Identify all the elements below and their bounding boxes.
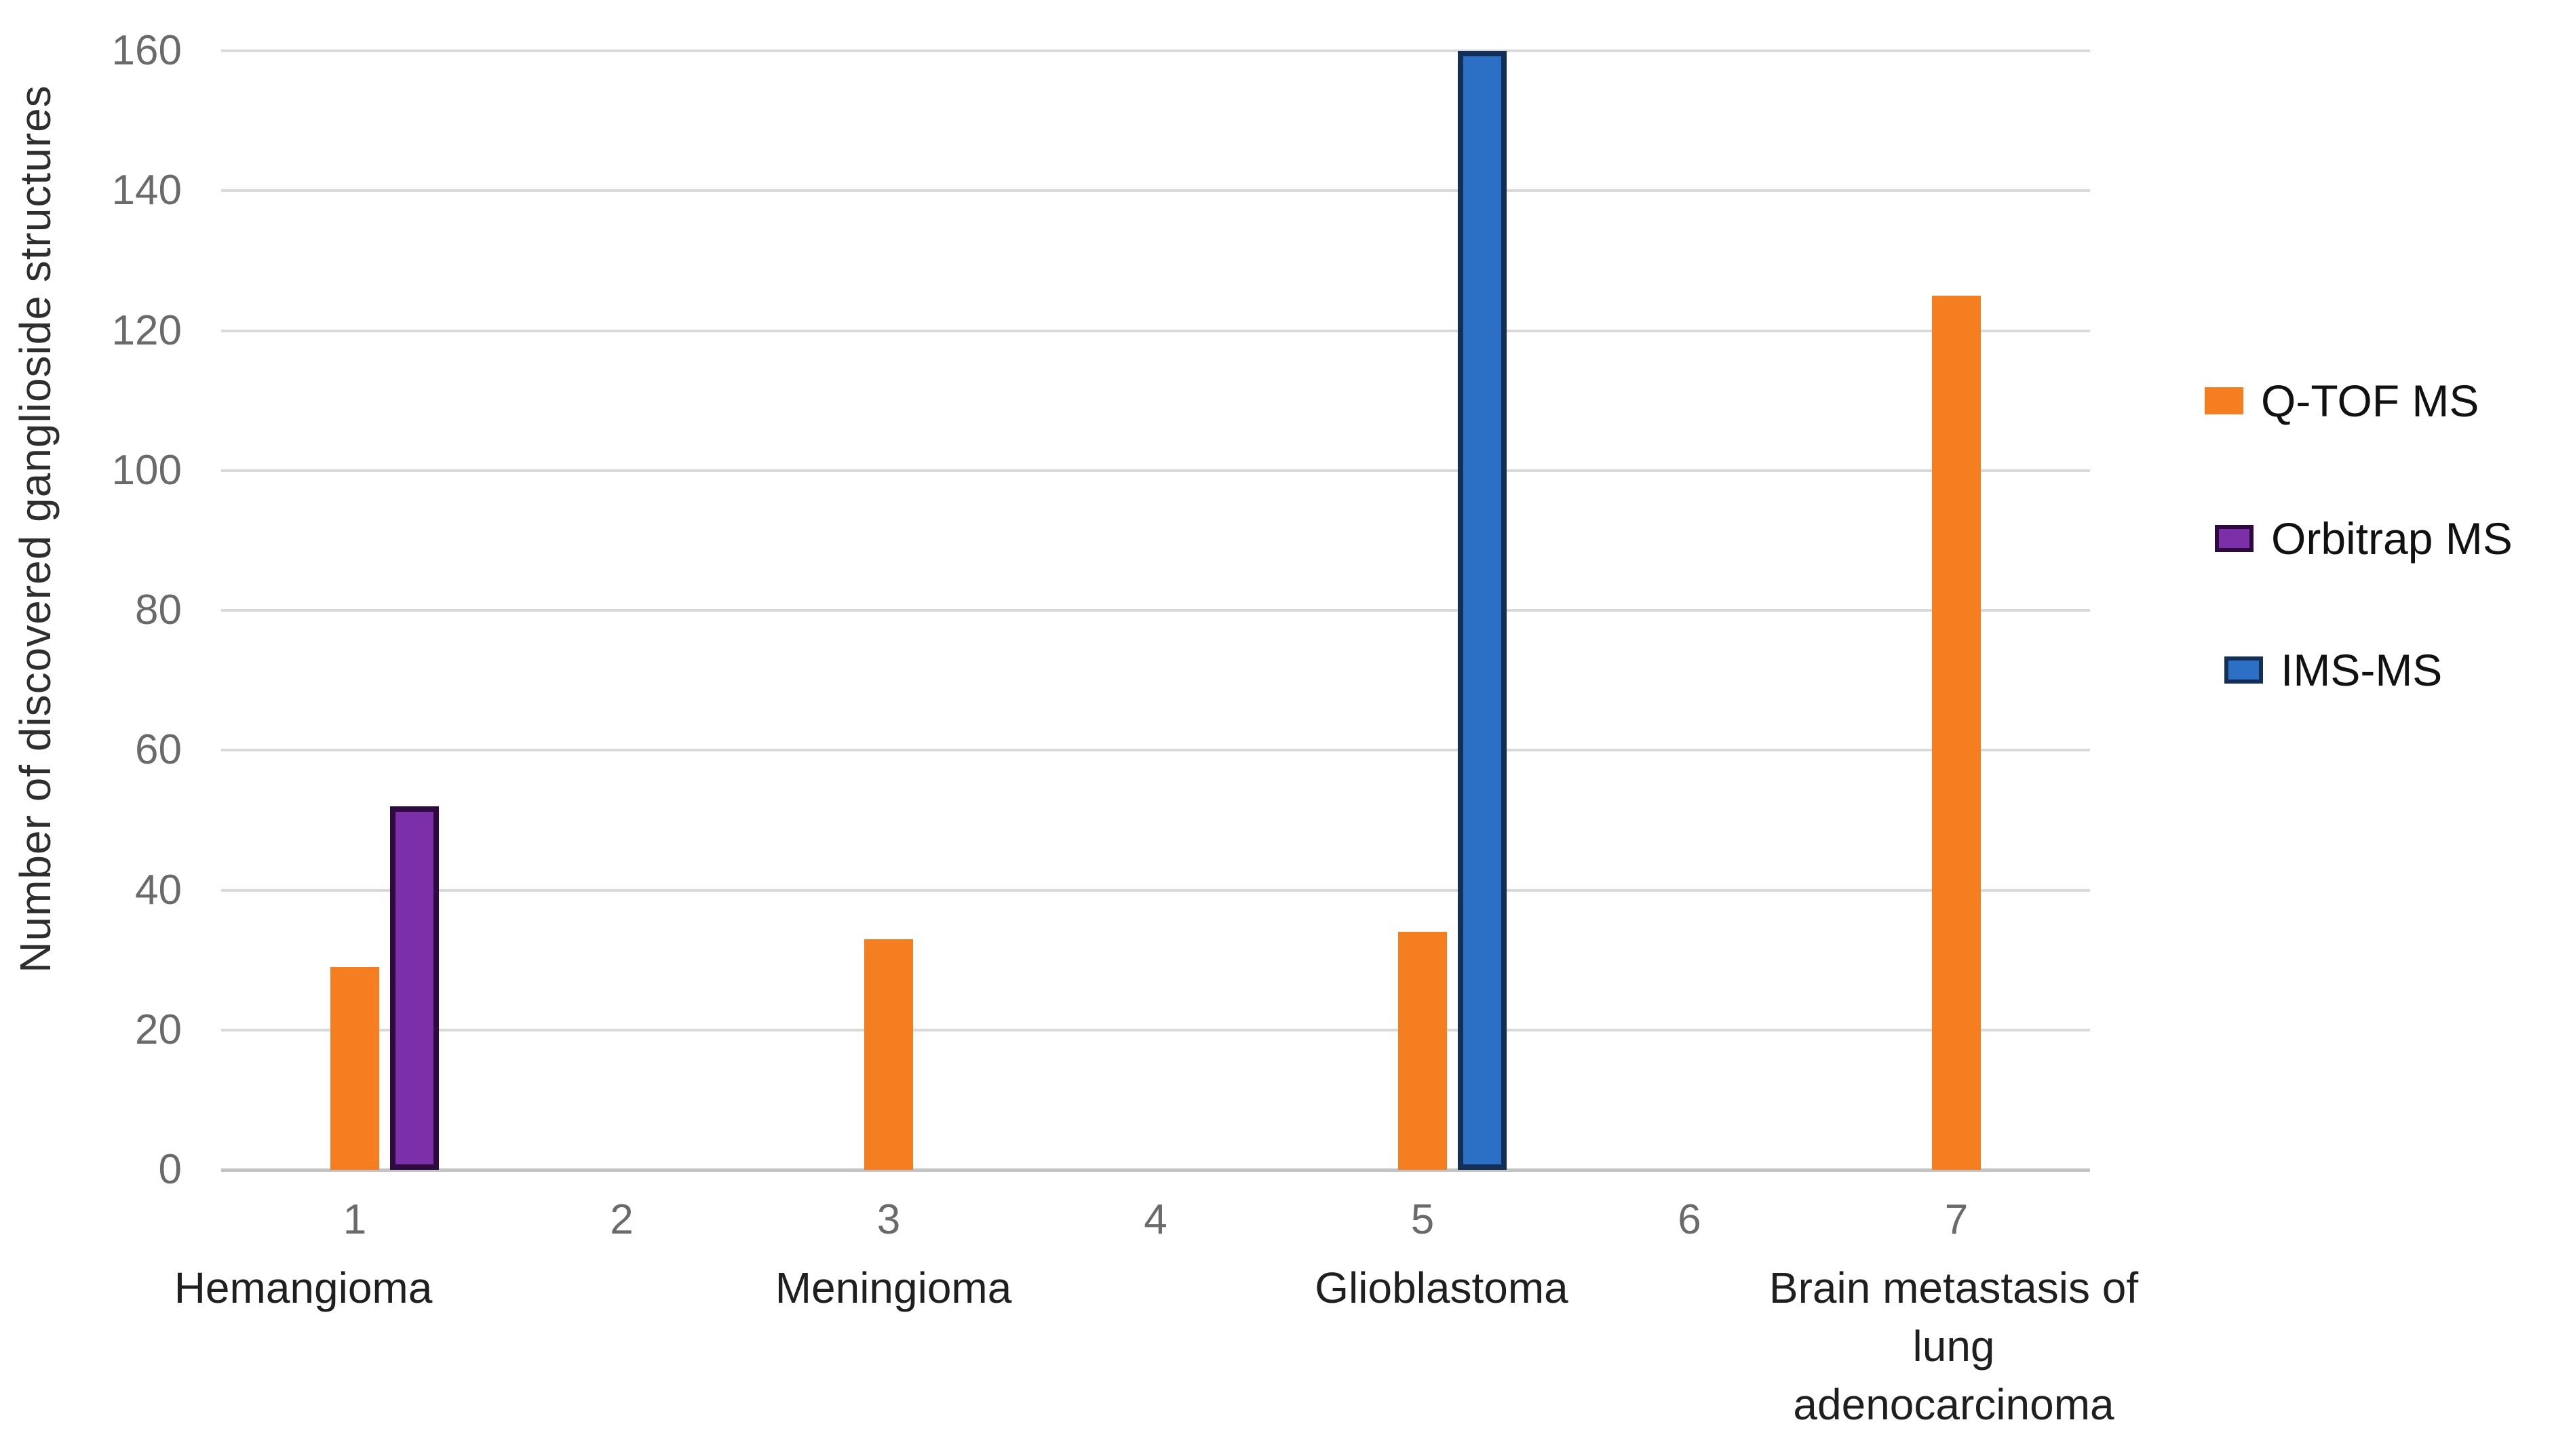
category-label-brain-metastasis-of: Brain metastasis of lung adenocarcinoma xyxy=(1676,1259,2232,1434)
y-tick-label-100: 100 xyxy=(111,446,182,494)
legend-item-q-tof-ms: Q-TOF MS xyxy=(2205,378,2479,423)
gridline-100 xyxy=(221,469,2090,472)
legend-item-orbitrap-ms: Orbitrap MS xyxy=(2215,516,2513,561)
gridline-80 xyxy=(221,609,2090,612)
bar-q-tof-ms-cat5 xyxy=(1398,932,1447,1170)
legend-item-ims-ms: IMS-MS xyxy=(2224,648,2442,692)
legend-swatch-ims-ms xyxy=(2224,656,2263,684)
x-tick-label-5: 5 xyxy=(1410,1196,1435,1243)
category-label-line: Meningioma xyxy=(775,1263,1012,1312)
gridline-60 xyxy=(221,749,2090,752)
x-tick-label-2: 2 xyxy=(610,1196,634,1243)
gridline-120 xyxy=(221,329,2090,332)
category-label-meningioma: Meningioma xyxy=(615,1259,1172,1317)
category-label-glioblastoma: Glioblastoma xyxy=(1163,1259,1720,1317)
x-tick-label-6: 6 xyxy=(1678,1196,1701,1243)
bar-q-tof-ms-cat3 xyxy=(864,939,913,1170)
x-tick-label-4: 4 xyxy=(1144,1196,1167,1243)
x-tick-label-1: 1 xyxy=(343,1196,367,1243)
legend-label-orbitrap-ms: Orbitrap MS xyxy=(2271,513,2513,564)
category-label-line: Hemangioma xyxy=(174,1263,433,1312)
gridline-140 xyxy=(221,189,2090,193)
category-label-hemangioma: Hemangioma xyxy=(25,1259,581,1317)
gridline-40 xyxy=(221,888,2090,892)
category-label-line: Brain metastasis of xyxy=(1768,1263,2139,1312)
category-label-line: lung xyxy=(1912,1322,1995,1371)
legend-label-q-tof-ms: Q-TOF MS xyxy=(2261,376,2479,426)
x-tick-label-3: 3 xyxy=(876,1196,901,1243)
y-tick-label-40: 40 xyxy=(135,866,182,913)
category-label-line: Glioblastoma xyxy=(1315,1263,1568,1312)
legend-swatch-q-tof-ms xyxy=(2205,387,2243,414)
y-tick-label-140: 140 xyxy=(111,167,182,214)
bar-q-tof-ms-cat7 xyxy=(1932,295,1981,1170)
gridline-160 xyxy=(221,50,2090,52)
y-tick-label-160: 160 xyxy=(111,27,182,74)
y-tick-label-0: 0 xyxy=(158,1146,182,1193)
x-axis-line xyxy=(221,1168,2090,1172)
gridline-20 xyxy=(221,1028,2090,1031)
x-tick-label-7: 7 xyxy=(1944,1196,1969,1243)
bar-orbitrap-ms-cat1 xyxy=(390,806,439,1170)
y-tick-label-120: 120 xyxy=(111,307,182,354)
y-axis-title: Number of discovered ganglioside structu… xyxy=(11,85,60,973)
y-tick-label-20: 20 xyxy=(135,1006,182,1053)
category-label-line: adenocarcinoma xyxy=(1793,1380,2114,1429)
bar-q-tof-ms-cat1 xyxy=(330,966,379,1170)
legend-label-ims-ms: IMS-MS xyxy=(2281,645,2443,695)
bar-ims-ms-cat5 xyxy=(1458,51,1507,1170)
y-tick-label-80: 80 xyxy=(135,587,182,633)
legend-swatch-orbitrap-ms xyxy=(2215,525,2254,552)
y-tick-label-60: 60 xyxy=(135,726,182,774)
